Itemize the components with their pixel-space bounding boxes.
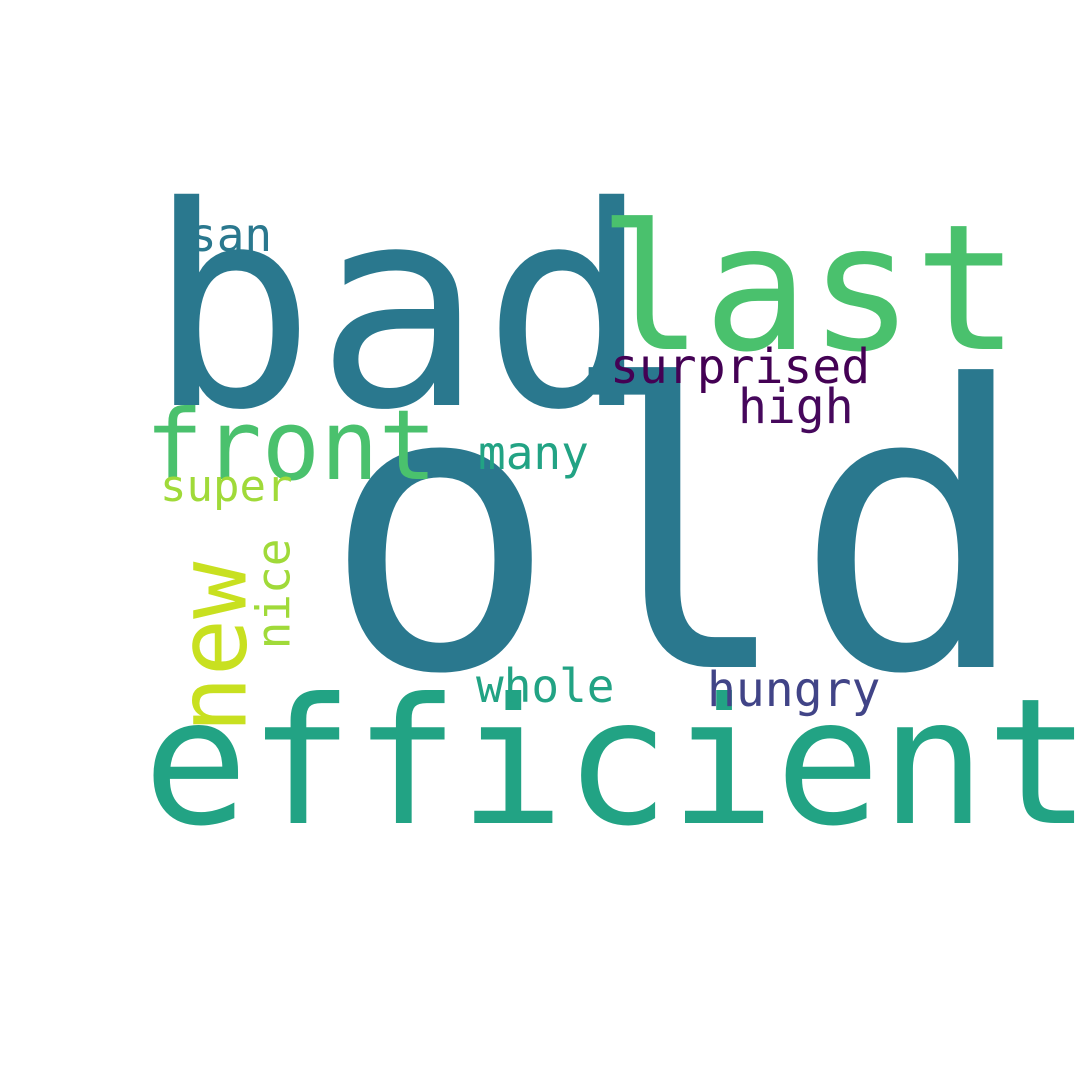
word-many: many xyxy=(478,426,589,480)
word-super: super xyxy=(160,461,293,512)
word-surprised: surprised xyxy=(610,339,871,395)
word-front: front xyxy=(145,389,437,502)
word-whole: whole xyxy=(476,659,615,713)
word-san: san xyxy=(189,208,273,262)
word-nice: nice xyxy=(246,538,301,650)
word-last: last xyxy=(598,188,1020,391)
word-efficient: efficient xyxy=(143,662,1080,865)
word-bad: bad xyxy=(148,147,651,471)
word-hungry: hungry xyxy=(707,662,881,718)
word-high: high xyxy=(738,379,854,435)
word-old: old xyxy=(322,304,1031,760)
